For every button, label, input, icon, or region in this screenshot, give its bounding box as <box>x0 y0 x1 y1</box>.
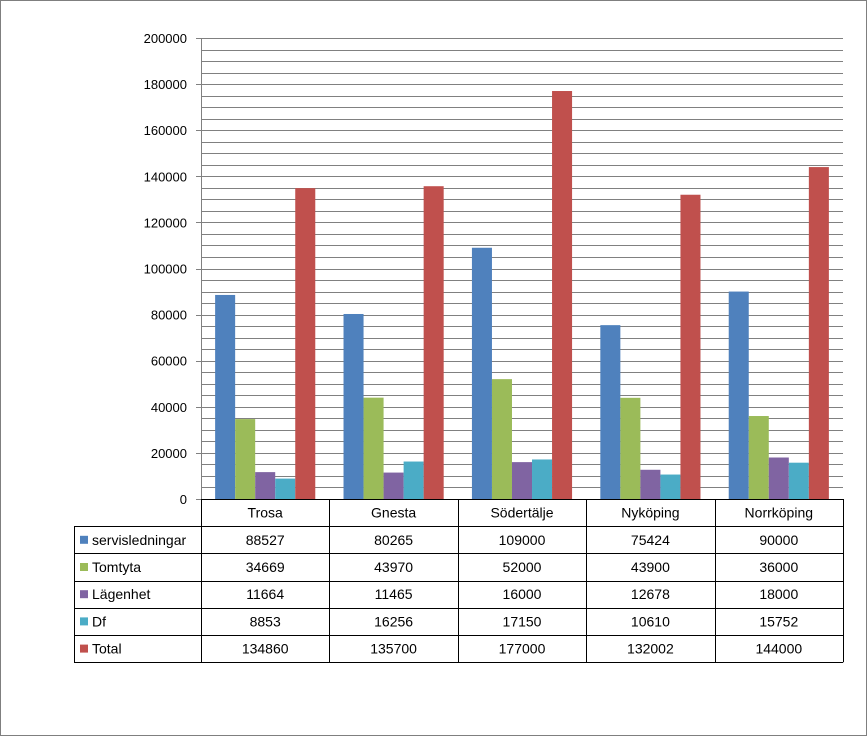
data-label: 177000 <box>499 641 546 657</box>
y-tick-label: 80000 <box>151 308 187 323</box>
data-label: 11465 <box>375 586 413 602</box>
data-label: 132002 <box>627 641 674 657</box>
data-label: 16256 <box>374 613 413 629</box>
bar-df-trosa <box>275 478 296 499</box>
data-label: 15752 <box>759 613 798 629</box>
bar-total-norrköping <box>808 167 829 499</box>
y-tick-label: 160000 <box>144 123 187 138</box>
bar-servisledningar-gnesta <box>343 313 364 499</box>
category-label: Gnesta <box>371 505 416 521</box>
category-label: Nyköping <box>621 505 679 521</box>
legend-label: Df <box>92 613 106 629</box>
bar-tomtyta-nyköping <box>620 397 641 499</box>
bar-total-södertälje <box>552 91 573 499</box>
y-tick-label: 120000 <box>144 215 187 230</box>
category-label: Norrköping <box>745 505 813 521</box>
legend-label: servisledningar <box>92 532 186 548</box>
bar-tomtyta-gnesta <box>363 397 384 499</box>
bar-total-trosa <box>295 188 316 499</box>
data-label: 144000 <box>755 641 802 657</box>
legend-label: Tomtyta <box>92 559 141 575</box>
bar-total-gnesta <box>423 186 444 500</box>
bar-servisledningar-nyköping <box>600 325 621 499</box>
bar-servisledningar-norrköping <box>728 291 749 499</box>
legend-key <box>80 644 88 653</box>
data-label: 36000 <box>759 559 798 575</box>
bar-lägenhet-södertälje <box>511 462 533 499</box>
data-label: 11664 <box>246 586 284 602</box>
bar-lägenhet-norrköping <box>768 457 789 499</box>
y-tick-label: 180000 <box>144 77 187 92</box>
legend-key <box>80 563 88 571</box>
data-label: 90000 <box>759 532 798 548</box>
data-label: 16000 <box>503 586 542 602</box>
data-label: 134860 <box>242 641 289 657</box>
bar-tomtyta-södertälje <box>491 379 512 499</box>
bar-lägenhet-nyköping <box>640 469 661 499</box>
data-label: 135700 <box>370 641 417 657</box>
bar-df-södertälje <box>532 459 553 499</box>
bar-servisledningar-trosa <box>215 294 236 499</box>
data-label: 17150 <box>503 613 542 629</box>
data-label: 12678 <box>631 586 670 602</box>
y-tick-label: 40000 <box>151 400 187 415</box>
data-label: 8853 <box>250 613 281 629</box>
bar-df-nyköping <box>660 474 681 499</box>
data-label: 18000 <box>759 586 798 602</box>
data-label: 34669 <box>246 559 285 575</box>
legend-label: Total <box>92 641 122 657</box>
category-label: Trosa <box>248 505 283 521</box>
bar-tomtyta-norrköping <box>748 416 769 499</box>
axes <box>196 38 202 500</box>
data-label: 88527 <box>246 532 285 548</box>
bar-lägenhet-gnesta <box>383 472 404 499</box>
y-tick-label: 100000 <box>144 262 187 277</box>
legend-key <box>80 535 88 544</box>
data-label: 80265 <box>374 532 413 548</box>
bar-total-nyköping <box>680 194 701 499</box>
y-axis-tick-labels: 0 20000 40000 60000 80000 100000 120000 140000 1… <box>144 31 187 507</box>
legend-label: Lägenhet <box>92 586 151 602</box>
data-label: 109000 <box>499 532 546 548</box>
legend-key <box>80 617 88 626</box>
data-label: 43970 <box>374 559 413 575</box>
bar-tomtyta-trosa <box>235 419 256 499</box>
bar-lägenhet-trosa <box>255 472 276 499</box>
y-tick-label: 20000 <box>151 446 187 461</box>
bars <box>215 91 829 500</box>
data-label: 52000 <box>503 559 542 575</box>
y-tick-label: 60000 <box>151 354 187 369</box>
data-label: 75424 <box>631 532 670 548</box>
category-label: Södertälje <box>490 505 553 521</box>
y-tick-label: 0 <box>180 492 187 507</box>
legend-key <box>80 590 88 599</box>
data-table: Trosa Gnesta Södertälje Nyköping Norrköping s… <box>74 499 844 663</box>
y-tick-label: 200000 <box>144 31 187 46</box>
bar-df-norrköping <box>788 462 809 499</box>
y-tick-label: 140000 <box>144 169 187 184</box>
bar-servisledningar-södertälje <box>471 247 492 499</box>
data-label: 43900 <box>631 559 670 575</box>
data-label: 10610 <box>631 613 670 629</box>
bar-df-gnesta <box>403 461 424 499</box>
